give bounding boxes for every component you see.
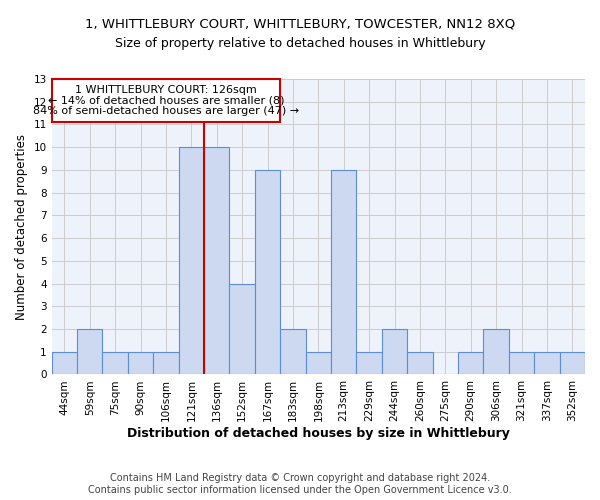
Text: 84% of semi-detached houses are larger (47) →: 84% of semi-detached houses are larger (… [33, 106, 299, 117]
Text: Contains HM Land Registry data © Crown copyright and database right 2024.
Contai: Contains HM Land Registry data © Crown c… [88, 474, 512, 495]
Text: 1, WHITTLEBURY COURT, WHITTLEBURY, TOWCESTER, NN12 8XQ: 1, WHITTLEBURY COURT, WHITTLEBURY, TOWCE… [85, 18, 515, 30]
Text: 1 WHITTLEBURY COURT: 126sqm: 1 WHITTLEBURY COURT: 126sqm [75, 85, 257, 95]
Text: ← 14% of detached houses are smaller (8): ← 14% of detached houses are smaller (8) [48, 96, 284, 106]
Bar [458, 352, 484, 374]
Bar [382, 329, 407, 374]
Bar [229, 284, 255, 374]
Y-axis label: Number of detached properties: Number of detached properties [15, 134, 28, 320]
X-axis label: Distribution of detached houses by size in Whittlebury: Distribution of detached houses by size … [127, 427, 510, 440]
Bar [407, 352, 433, 374]
Bar [534, 352, 560, 374]
Text: Size of property relative to detached houses in Whittlebury: Size of property relative to detached ho… [115, 38, 485, 51]
Bar [128, 352, 153, 374]
Bar [204, 147, 229, 374]
Bar [280, 329, 305, 374]
Bar [52, 352, 77, 374]
Bar [356, 352, 382, 374]
Bar [305, 352, 331, 374]
Bar [153, 352, 179, 374]
Bar [331, 170, 356, 374]
Bar [77, 329, 103, 374]
Bar [255, 170, 280, 374]
Bar [52, 79, 280, 122]
Bar [103, 352, 128, 374]
Bar [509, 352, 534, 374]
Bar [179, 147, 204, 374]
Bar [560, 352, 585, 374]
Bar [484, 329, 509, 374]
